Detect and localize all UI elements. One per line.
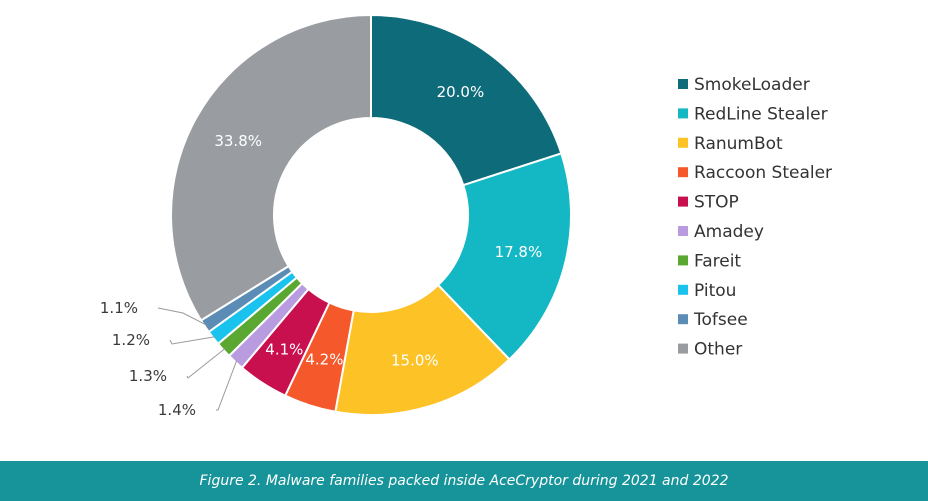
legend-label: STOP bbox=[694, 193, 739, 213]
leader-lines bbox=[157, 307, 238, 411]
figure-caption: Figure 2. Malware families packed inside… bbox=[199, 473, 729, 489]
legend-item-tofsee: Tofsee bbox=[678, 310, 748, 330]
legend-swatch bbox=[678, 314, 688, 325]
legend-label: Raccoon Stealer bbox=[694, 163, 832, 183]
legend-item-other: Other bbox=[678, 340, 742, 360]
leader-line-tofsee bbox=[157, 307, 207, 326]
legend-swatch bbox=[678, 284, 688, 295]
donut-chart: 20.0% 17.8% 15.0% 4.2%4.1% 1.4% 1.3% 1.2% 1.1% 3… bbox=[100, 13, 832, 419]
legend-label: Tofsee bbox=[693, 310, 748, 330]
slice-label-other: 33.8% bbox=[214, 132, 262, 150]
legend-label: SmokeLoader bbox=[694, 75, 810, 95]
slice-label-amadey: 1.4% bbox=[158, 401, 196, 419]
legend-item-stop: STOP bbox=[678, 193, 739, 213]
legend-item-pitou: Pitou bbox=[678, 281, 736, 301]
legend-label: Amadey bbox=[694, 222, 764, 242]
legend-swatch bbox=[678, 226, 688, 236]
legend-swatch bbox=[678, 167, 688, 178]
legend-swatch bbox=[678, 108, 688, 119]
legend-label: Fareit bbox=[694, 251, 741, 271]
slice-label-fareit: 1.3% bbox=[129, 367, 167, 385]
slice-label-redline-stealer: 17.8% bbox=[495, 243, 543, 261]
slice-label-smokeloader: 20.0% bbox=[437, 83, 485, 101]
legend-swatch bbox=[678, 79, 688, 89]
legend-label: RanumBot bbox=[694, 134, 783, 154]
legend-item-smokeloader: SmokeLoader bbox=[678, 75, 810, 95]
legend-item-redline-stealer: RedLine Stealer bbox=[678, 104, 828, 124]
legend-swatch bbox=[678, 196, 688, 207]
legend-item-fareit: Fareit bbox=[678, 251, 741, 271]
legend-item-raccoon-stealer: Raccoon Stealer bbox=[678, 163, 832, 183]
slice-smokeloader bbox=[370, 13, 563, 187]
slice-label-raccoon-stealer: 4.2% bbox=[305, 351, 343, 369]
legend-item-ranumbot: RanumBot bbox=[678, 134, 783, 154]
slice-ranumbot bbox=[334, 283, 511, 416]
caption-bar: Figure 2. Malware families packed inside… bbox=[0, 461, 928, 501]
slice-redline-stealer bbox=[436, 152, 572, 361]
legend-label: RedLine Stealer bbox=[694, 104, 828, 124]
slice-label-stop: 4.1% bbox=[265, 341, 303, 359]
legend: SmokeLoader RedLine Stealer RanumBot Raccoo… bbox=[678, 75, 832, 360]
slice-label-tofsee: 1.1% bbox=[100, 299, 138, 317]
legend-item-amadey: Amadey bbox=[678, 222, 764, 242]
slice-labels: 20.0% 17.8% 15.0% 4.2%4.1% 1.4% 1.3% 1.2% 1.1% 3… bbox=[100, 83, 542, 419]
leader-line-pitou bbox=[169, 336, 215, 345]
legend-swatch bbox=[678, 343, 688, 354]
legend-swatch bbox=[678, 255, 688, 266]
slice-label-pitou: 1.2% bbox=[112, 331, 150, 349]
legend-label: Pitou bbox=[694, 281, 736, 301]
slice-label-ranumbot: 15.0% bbox=[391, 352, 439, 370]
legend-label: Other bbox=[694, 340, 742, 360]
leader-line-fareit bbox=[186, 348, 226, 379]
leader-line-amadey bbox=[216, 360, 238, 411]
donut-slices bbox=[170, 13, 572, 416]
slice-other bbox=[170, 13, 372, 322]
legend-swatch bbox=[678, 137, 688, 148]
